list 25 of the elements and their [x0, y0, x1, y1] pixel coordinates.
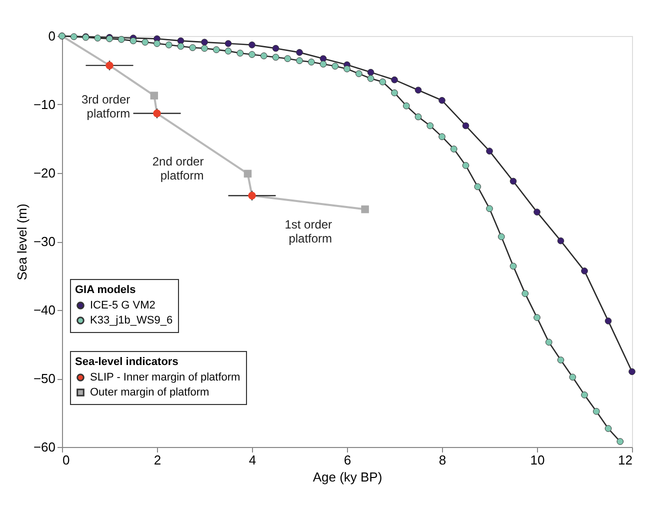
x-axis-title: Age (ky BP) [312, 470, 382, 484]
y-tick-label: −20 [33, 166, 56, 180]
text: GIA models [75, 284, 136, 296]
x-tick-label: 10 [530, 452, 545, 468]
y-tick-label: −50 [33, 371, 56, 386]
annotation: 3rd order platform [81, 92, 130, 121]
y-tick-label: −10 [33, 97, 56, 112]
x-tick-label: 8 [438, 452, 446, 468]
x-tick-label: 4 [248, 452, 256, 468]
y-tick-label: 0 [48, 28, 56, 44]
legend-label: SLIP - Inner margin of platform [90, 372, 240, 384]
y-tick-label: −60 [33, 440, 56, 454]
legend-label: K33_j1b_WS9_6 [90, 314, 173, 326]
annotation: 2nd order platform [152, 154, 204, 183]
y-tick-label: −30 [33, 234, 56, 249]
y-axis-title: Sea level (m) [14, 204, 30, 280]
legend-label: Outer margin of platform [90, 386, 210, 398]
x-tick-label: 0 [62, 452, 70, 468]
annotation: 1st order platform [284, 217, 332, 246]
x-tick-label: 2 [154, 452, 162, 468]
x-tick-label: 6 [344, 452, 352, 468]
x-tick-label: 12 [618, 452, 632, 468]
text: Sea-level indicators [75, 356, 178, 368]
legend-label: ICE-5 G VM2 [90, 300, 156, 312]
y-tick-label: −40 [33, 302, 56, 318]
